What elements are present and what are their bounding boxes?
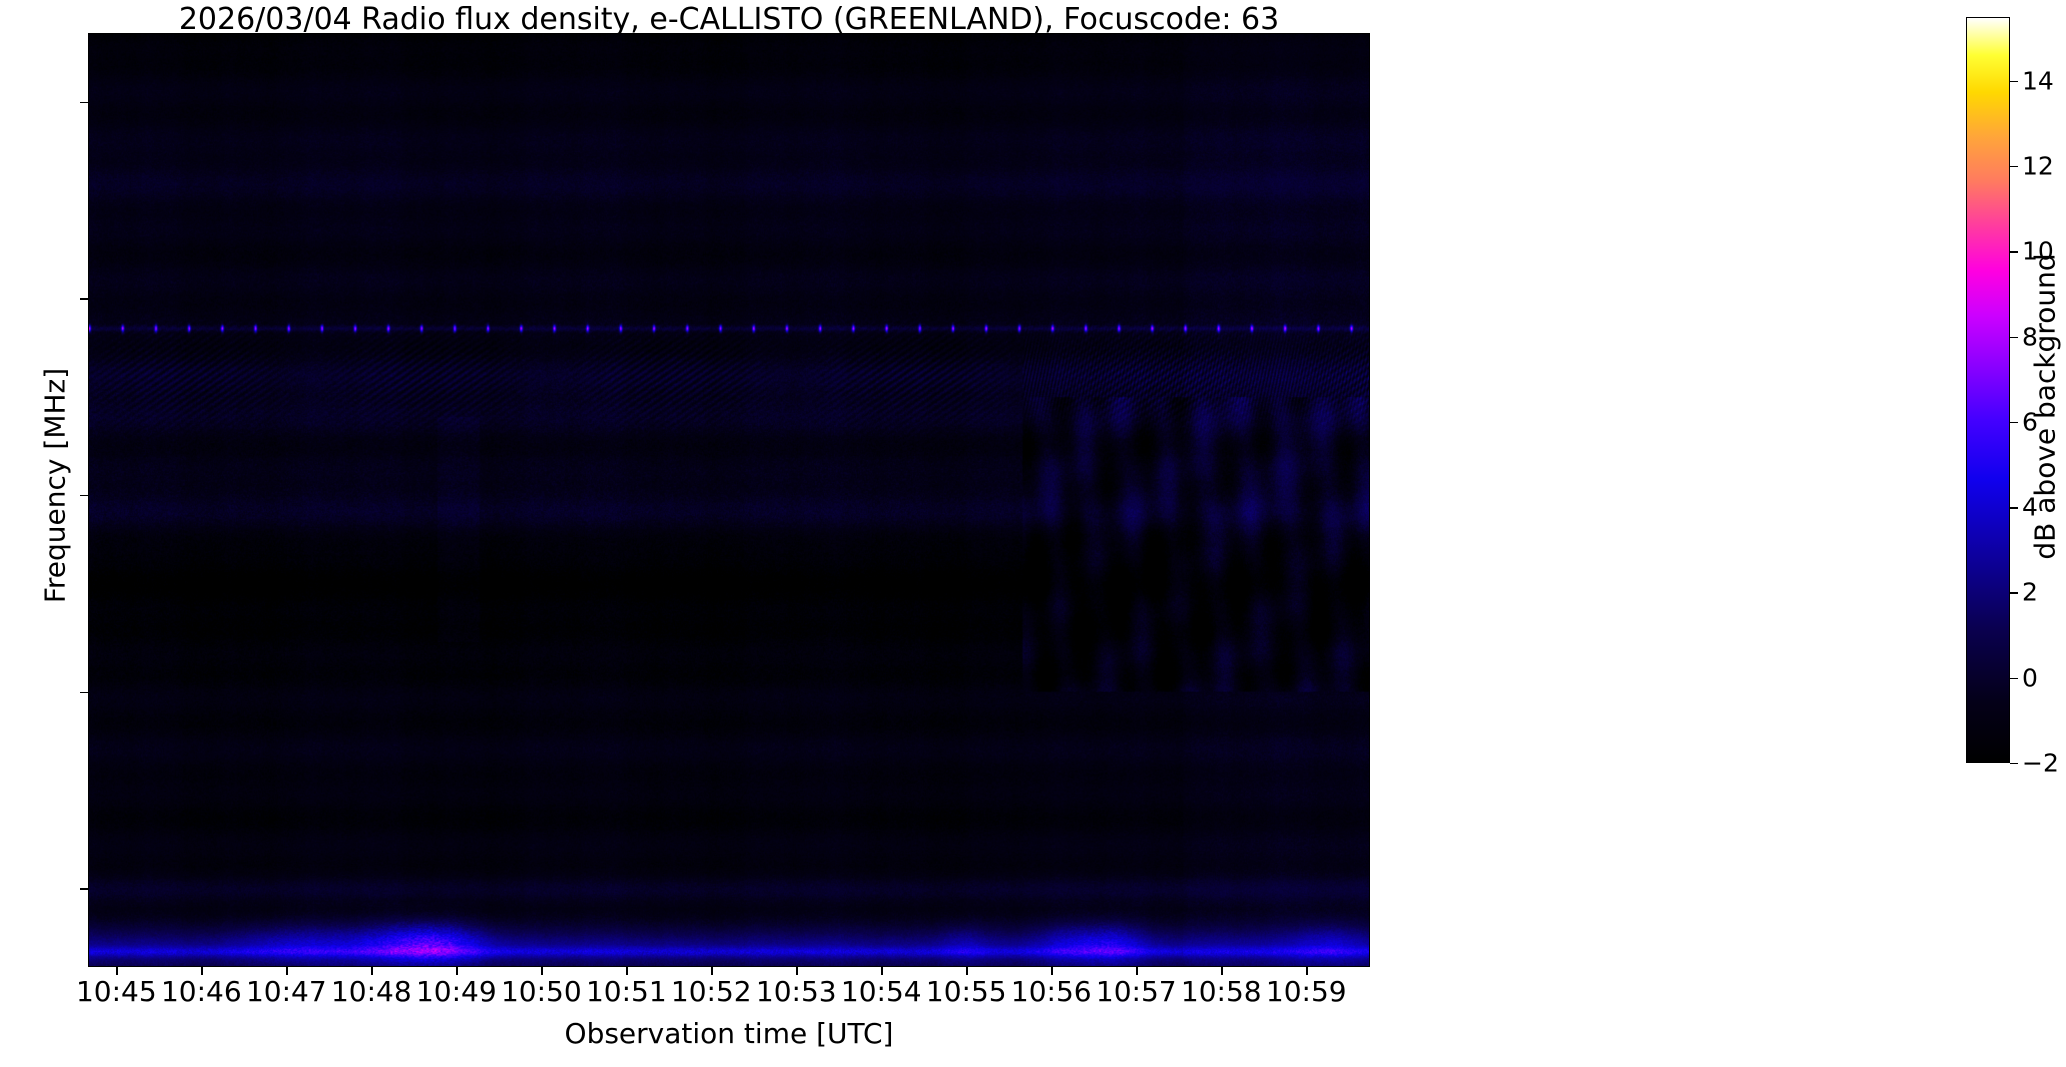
x-axis-tick-10-45: 10:45 (75, 975, 157, 1008)
colorbar[interactable] (1966, 17, 2010, 763)
colorbar-tickmark (2010, 677, 2018, 680)
x-axis-tick-10-58: 10:58 (1180, 975, 1262, 1008)
x-axis-tick-10-54: 10:54 (840, 975, 922, 1008)
colorbar-tick-0: 0 (2022, 663, 2038, 693)
x-axis-label: Observation time [UTC] (564, 1017, 894, 1050)
colorbar-tick-2: 2 (2022, 577, 2038, 607)
x-axis-tickmark (1221, 967, 1223, 975)
colorbar-tick-12: 12 (2022, 151, 2054, 181)
x-axis-tickmark (371, 967, 373, 975)
colorbar-tickmark (2010, 592, 2018, 594)
spectrogram-axes[interactable] (88, 33, 1370, 967)
colorbar-tickmark (2010, 763, 2018, 765)
x-axis-tickmark (881, 967, 883, 975)
x-axis-tickmark (626, 967, 628, 975)
x-axis-tickmark (456, 967, 458, 975)
x-axis-tick-10-47: 10:47 (245, 975, 327, 1008)
y-axis-tickmark (80, 101, 88, 104)
x-axis-tickmark (1136, 967, 1138, 975)
x-axis-tickmark (286, 967, 288, 975)
x-axis-tick-10-52: 10:52 (670, 975, 752, 1008)
x-axis-tickmark (711, 967, 713, 975)
y-axis-tickmark (80, 495, 88, 497)
colorbar-tickmark (2010, 507, 2018, 509)
y-axis-label: Frequency [MHz] (38, 367, 72, 604)
x-axis-tick-10-46: 10:46 (160, 975, 242, 1008)
x-axis-tickmark (1051, 967, 1053, 975)
x-axis-tickmark (541, 967, 543, 975)
x-axis-tickmark (116, 967, 118, 975)
colorbar-tickmark (2010, 336, 2018, 338)
page-title: 2026/03/04 Radio flux density, e-CALLIST… (178, 2, 1280, 37)
colorbar-tick-4: 4 (2022, 492, 2038, 522)
x-axis-tick-10-55: 10:55 (925, 975, 1007, 1008)
x-axis-tick-10-59: 10:59 (1265, 975, 1347, 1008)
colorbar-tickmark (2010, 251, 2018, 253)
x-axis-tick-10-50: 10:50 (500, 975, 582, 1008)
spectrogram-image (89, 34, 1369, 966)
x-axis-tick-10-49: 10:49 (415, 975, 497, 1008)
y-axis-tickmark (80, 888, 88, 890)
x-axis-tickmark (1306, 967, 1308, 975)
colorbar-tick--2: −2 (2022, 748, 2059, 778)
x-axis-tick-10-56: 10:56 (1010, 975, 1092, 1008)
x-axis-tick-10-51: 10:51 (585, 975, 667, 1008)
x-axis-tick-10-48: 10:48 (330, 975, 412, 1008)
colorbar-tick-6: 6 (2022, 407, 2038, 437)
y-axis-tickmark (80, 298, 88, 300)
y-axis-tickmark (80, 691, 88, 693)
x-axis-tick-10-57: 10:57 (1095, 975, 1177, 1008)
colorbar-label: dB above background (2028, 253, 2062, 560)
x-axis-tickmark (201, 967, 203, 975)
colorbar-tickmark (2010, 80, 2018, 83)
colorbar-tick-10: 10 (2022, 236, 2054, 266)
colorbar-tick-8: 8 (2022, 322, 2038, 352)
colorbar-gradient (1967, 18, 2009, 762)
x-axis-tickmark (966, 967, 968, 975)
x-axis-tick-10-53: 10:53 (755, 975, 837, 1008)
colorbar-tick-14: 14 (2022, 66, 2054, 96)
colorbar-tickmark (2010, 166, 2018, 168)
x-axis-tickmark (796, 967, 798, 975)
colorbar-tickmark (2010, 421, 2018, 424)
